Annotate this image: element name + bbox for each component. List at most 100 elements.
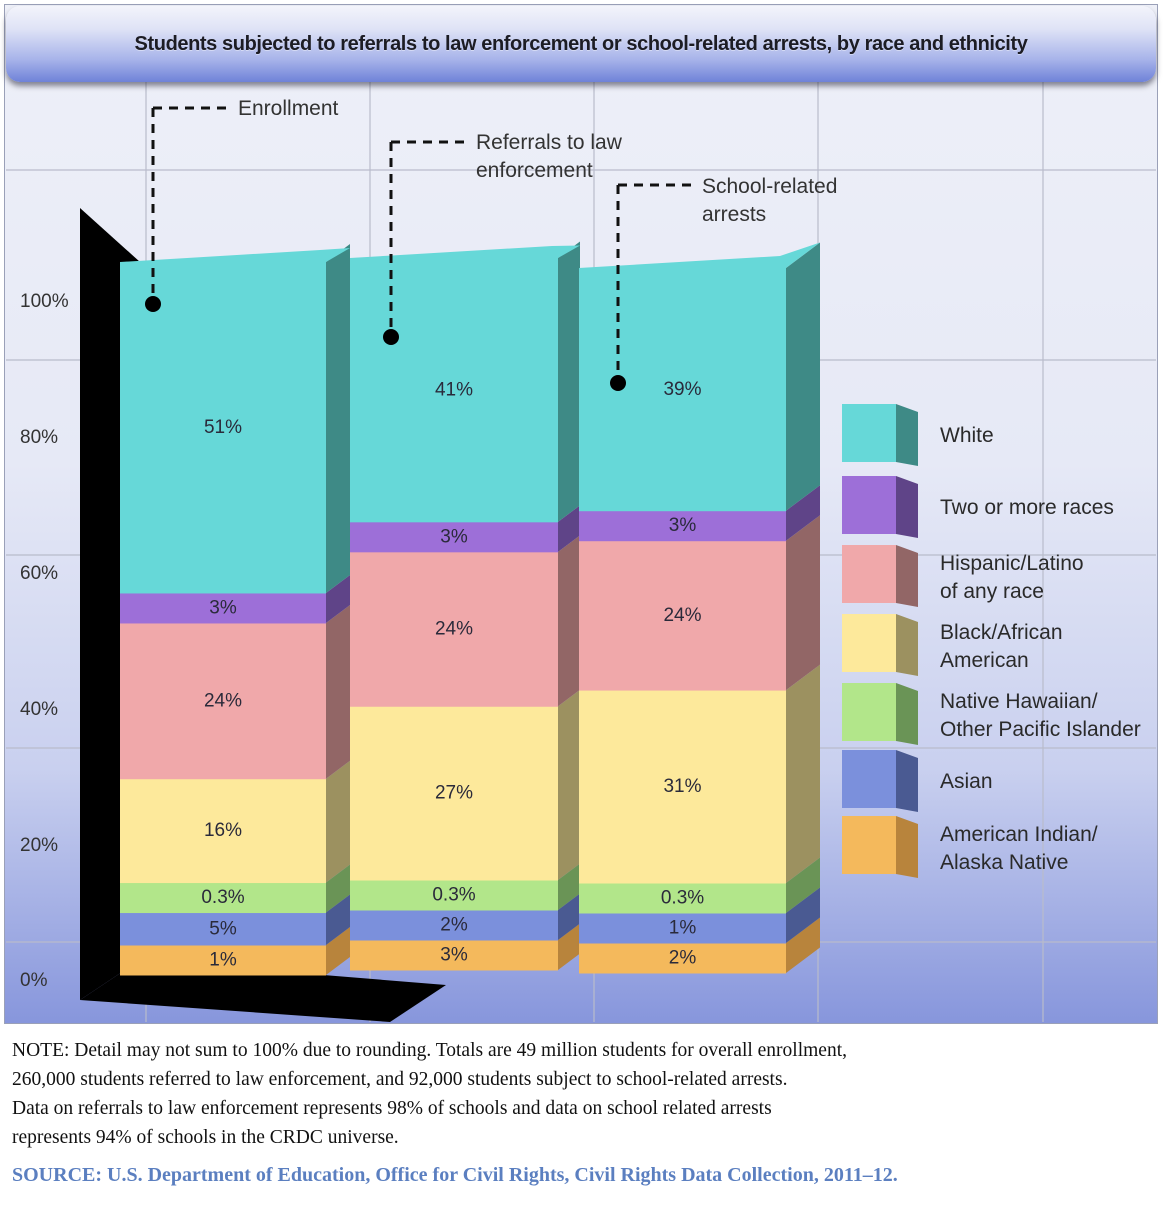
note-line: NOTE: Detail may not sum to 100% due to … [12,1040,848,1061]
bar-segment [350,706,558,881]
chart-title: Students subjected to referrals to law e… [134,32,1028,55]
legend-swatch [842,614,896,672]
bar-segment [350,258,558,523]
data-label: 24% [204,690,242,711]
bar-segment [120,882,326,914]
bar-segment [579,883,786,914]
bars: 1% 5% 0.3% 16% 24% 3% 51% 3% 2% 0.3% 27% 24% 3% 41% 2%… [120,241,820,976]
data-label: 31% [663,776,701,797]
legend-label: Alaska Native [940,851,1068,874]
y-tick-label: 40% [20,699,58,720]
callout-dot [145,296,161,312]
bar-segment [120,912,326,946]
note-line: 260,000 students referred to law enforce… [12,1069,788,1090]
legend-swatch [842,750,896,808]
callout: School-related arrests [610,175,837,391]
bar-segment [120,945,326,976]
legend-label: Two or more races [940,496,1114,519]
bar-segment [579,690,786,884]
bar-segment [350,521,558,553]
bar-segment-side [326,894,350,945]
legend-item: American Indian/Alaska Native [842,816,1098,878]
callout: Referrals to law enforcement [383,131,623,345]
legend-swatch-side [896,816,918,878]
legend-item: Asian [842,750,993,812]
bar-segment-side [786,485,820,541]
callout-label: arrests [702,203,766,226]
data-label: 24% [663,605,701,626]
legend-label: White [940,424,994,447]
bar-stack: 2% 1% 0.3% 31% 24% 3% 39% [579,242,820,974]
data-label: 2% [669,948,697,969]
legend-label: of any race [940,580,1044,603]
bar-segment-side [786,887,820,943]
bar-top [579,242,820,268]
bar-segment [120,262,326,594]
bar-segment [350,551,558,707]
legend-label: Other Pacific Islander [940,718,1141,741]
note-line: represents 94% of schools in the CRDC un… [12,1127,399,1148]
data-label: 3% [440,526,468,547]
legend-item: White [842,404,994,466]
bar-segment-side [326,604,350,779]
data-label: 0.3% [432,885,475,906]
data-label: 41% [435,379,473,400]
data-label: 2% [440,915,468,936]
callout-dot [383,329,399,345]
bar-segment-side [786,515,820,691]
legend-label: American [940,649,1029,672]
legend-swatch [842,404,896,462]
bar-segment-side [558,241,580,522]
bar-segment [579,913,786,944]
bar-segment-side [786,664,820,883]
bar-segment-side [786,857,820,913]
bar-segment [579,943,786,974]
note-line: Data on referrals to law enforcement rep… [12,1098,772,1119]
legend-label: Black/African [940,621,1063,644]
y-tick-label: 80% [20,427,58,448]
bar-segment-side [326,927,350,975]
bar-stack: 1% 5% 0.3% 16% 24% 3% 51% [120,244,350,976]
bar-segment-side [558,535,580,707]
bar-segment [350,940,558,971]
data-label: 3% [669,515,697,536]
data-label: 1% [209,950,237,971]
callout-label: Referrals to law [476,131,623,154]
legend-swatch [842,476,896,534]
chart-title-bar: Students subjected to referrals to law e… [6,6,1156,82]
y-axis: 0% 20% 40% 60% 80% 100% [20,291,69,991]
bar-segment [350,880,558,911]
bar-segment [579,510,786,542]
bar-segment [579,540,786,691]
bar-segment-side [786,242,820,511]
legend-swatch [842,683,896,741]
bar-segment-side [326,244,350,593]
data-label: 27% [435,783,473,804]
callout-dot [610,375,626,391]
legend-label: Asian [940,770,993,793]
legend-label: Hispanic/Latino [940,552,1084,575]
y-tick-label: 20% [20,835,58,856]
callouts: Enrollment Referrals to law enforcement Sch… [145,97,837,391]
legend-swatch-side [896,614,918,676]
data-label: 39% [663,379,701,400]
data-label: 5% [209,918,237,939]
bar-segment [120,778,326,884]
data-label: 24% [435,619,473,640]
chart-source: SOURCE: U.S. Department of Education, Of… [12,1164,898,1186]
legend-label: Native Hawaiian/ [940,690,1098,713]
y-tick-label: 60% [20,563,58,584]
legend-swatch-side [896,545,918,607]
data-label: 3% [209,597,237,618]
legend-item: Two or more races [842,476,1114,538]
bar-segment-side [558,893,580,940]
legend-item: Native Hawaiian/Other Pacific Islander [842,683,1141,745]
legend: White Two or more races Hispanic/Latino of … [842,404,1141,878]
bar-segment-side [558,689,580,880]
data-label: 3% [440,945,468,966]
bar-segment-side [558,505,580,552]
legend-swatch [842,816,896,874]
data-label: 51% [204,417,242,438]
bar-segment [350,910,558,941]
bar-segment-side [326,760,350,883]
